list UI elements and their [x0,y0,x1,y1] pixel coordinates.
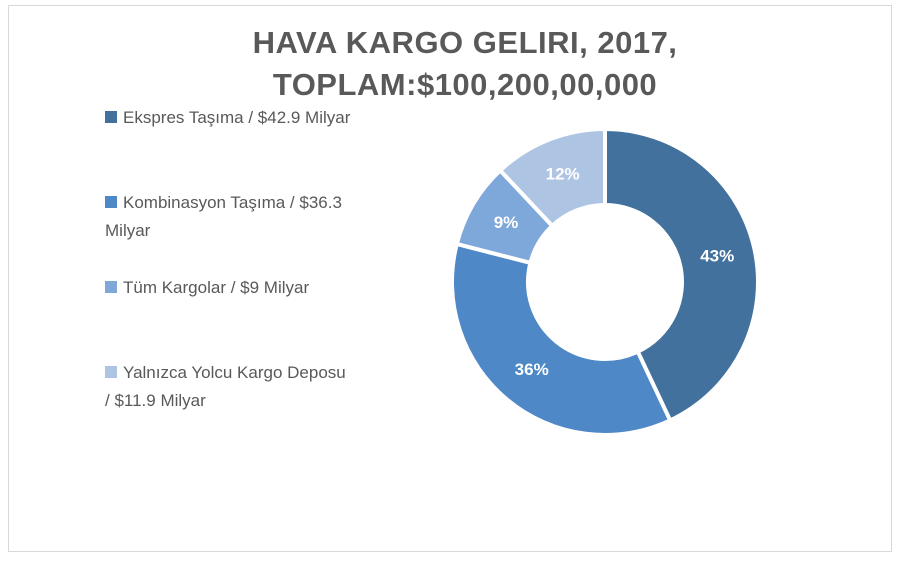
legend-item: Kombinasyon Taşıma / $36.3 Milyar [105,189,355,245]
legend-swatch [105,196,117,208]
legend-swatch [105,366,117,378]
legend-swatch [105,111,117,123]
legend-label: Yalnızca Yolcu Kargo Deposu / $11.9 Mily… [105,363,346,410]
chart-title: HAVA KARGO GELIRI, 2017, TOPLAM:$100,200… [252,25,678,102]
slice [450,241,673,437]
legend-swatch [105,281,117,293]
legend-item: Yalnızca Yolcu Kargo Deposu / $11.9 Mily… [105,359,355,415]
legend-item: Ekspres Taşıma / $42.9 Milyar [105,104,355,132]
legend-label: Ekspres Taşıma / $42.9 Milyar [123,108,351,127]
slice [603,126,760,424]
data-label: 36% [515,360,549,379]
legend-label: Kombinasyon Taşıma / $36.3 Milyar [105,193,342,240]
chart-frame [8,5,892,552]
data-label: 9% [494,213,519,232]
data-label: 43% [700,246,734,265]
data-label: 12% [546,165,580,184]
slice [497,126,607,229]
legend-label: Tüm Kargolar / $9 Milyar [123,278,310,297]
legend-item: Tüm Kargolar / $9 Milyar [105,274,355,302]
